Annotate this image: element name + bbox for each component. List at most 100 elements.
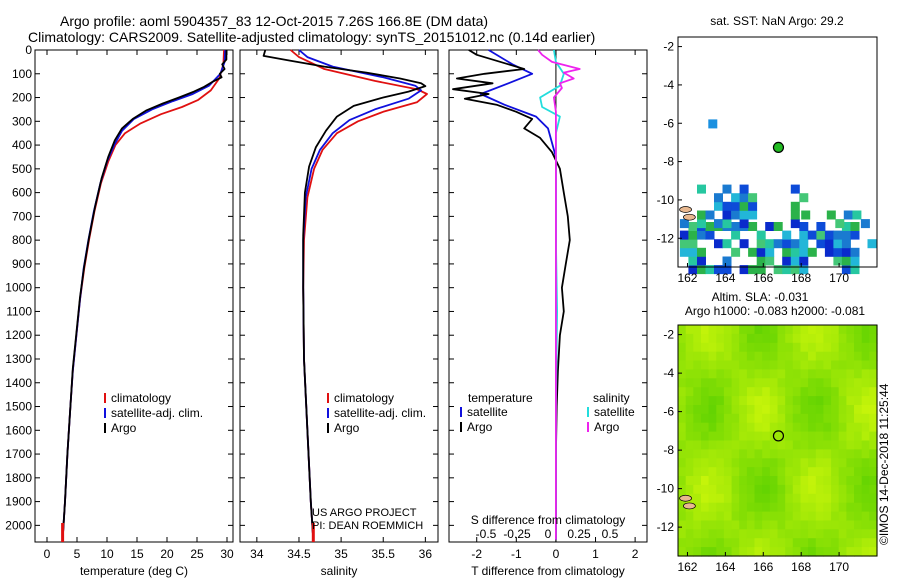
sla-map-cell — [739, 538, 748, 548]
sla-map-cell — [800, 369, 809, 379]
sla-map-cell — [762, 378, 771, 388]
sla-map-cell — [693, 467, 702, 477]
sla-map-cell — [838, 449, 847, 459]
sla-map-cell — [716, 378, 725, 388]
sst-map-cell — [739, 193, 749, 203]
sst-map-xtick-label: 170 — [829, 271, 849, 285]
depth-tick-label: 200 — [12, 91, 32, 105]
sla-map-cell — [754, 360, 763, 370]
sst-map-cell — [731, 201, 741, 211]
sla-map-cell — [731, 431, 740, 442]
sst-map-cell — [841, 230, 851, 240]
sla-map-cell — [854, 325, 863, 335]
sla-map-cell — [800, 413, 809, 424]
sst-map-cell — [697, 256, 706, 266]
sla-map-xtick-label: 162 — [677, 560, 697, 574]
sst-map-cell — [799, 222, 809, 231]
sla-map-cell — [701, 529, 710, 539]
sla-map-cell — [815, 405, 825, 415]
sla-map-cell — [754, 547, 763, 557]
sst-map-cell — [748, 247, 758, 257]
sla-map-cell — [769, 458, 779, 468]
sla-map-cell — [723, 484, 733, 495]
sla-map-cell — [792, 387, 802, 397]
sla-map-cell — [754, 458, 763, 468]
sla-map-cell — [708, 369, 717, 379]
sla-map-cell — [723, 431, 733, 442]
sla-map-cell — [792, 342, 802, 353]
sla-map-cell — [731, 493, 740, 504]
sla-map-cell — [808, 431, 817, 442]
series-line-climatology — [290, 49, 428, 540]
sla-map-cell — [792, 476, 802, 486]
sla-map-cell — [846, 493, 855, 504]
sla-map-cell — [723, 520, 733, 530]
sla-map-cell — [762, 449, 771, 459]
sla-map-cell — [693, 422, 702, 433]
sla-map-cell — [854, 458, 863, 468]
sla-map-cell — [746, 458, 756, 468]
sst-map-cell — [697, 184, 706, 194]
temperature-legend-label: climatology — [111, 391, 171, 405]
sla-map-cell — [861, 369, 870, 379]
sla-map-cell — [846, 413, 855, 424]
sla-map-cell — [708, 325, 717, 335]
sst-map-cell — [867, 239, 877, 249]
sla-map-cell — [831, 538, 840, 548]
project-annotation: PI: DEAN ROEMMICH — [312, 520, 423, 532]
sla-map-cell — [678, 440, 687, 450]
sla-map-cell — [854, 422, 863, 433]
temperature-profile-xtick-label: 0 — [44, 547, 51, 561]
sla-map-cell — [678, 405, 687, 415]
sla-map-cell — [846, 369, 855, 379]
sla-map-cell — [838, 440, 847, 450]
sla-map-cell — [815, 502, 825, 513]
sla-map-cell — [815, 431, 825, 442]
sla-map-cell — [869, 484, 878, 495]
sla-map-cell — [831, 413, 840, 424]
sla-map-cell — [823, 413, 832, 424]
sla-map-cell — [739, 458, 748, 468]
sla-map-cell — [701, 458, 710, 468]
sla-map-cell — [716, 342, 725, 353]
sla-map-cell — [693, 378, 702, 388]
sla-map-cell — [685, 333, 694, 344]
sst-map-cell — [790, 256, 800, 266]
sla-map-cell — [685, 547, 694, 557]
sla-map-cell — [739, 431, 748, 442]
sla-map-cell — [708, 396, 717, 406]
sla-map-cell — [754, 413, 763, 424]
sla-map-cell — [708, 431, 717, 442]
sla-map-cell — [723, 529, 733, 539]
sla-map-cell — [739, 378, 748, 388]
sla-map-cell — [685, 449, 694, 459]
sla-map-cell — [762, 333, 771, 344]
sla-map-cell — [746, 440, 756, 450]
sst-map-cell — [852, 210, 862, 220]
sla-map-cell — [723, 405, 733, 415]
sla-map-cell — [861, 325, 870, 335]
sla-map-cell — [678, 511, 687, 522]
sla-map-cell — [723, 458, 733, 468]
sst-map-xtick-label: 168 — [791, 271, 811, 285]
sst-map-cell — [841, 222, 851, 231]
sla-map-cell — [701, 547, 710, 557]
sst-map-cell — [739, 201, 749, 211]
sla-map-cell — [869, 529, 878, 539]
depth-tick-label: 900 — [12, 257, 32, 271]
sst-map-cell — [688, 239, 698, 249]
sla-map-cell — [701, 405, 710, 415]
sla-map-cell — [808, 342, 817, 353]
difference-profile-xlabel: T difference from climatology — [471, 564, 625, 578]
difference-profile-xtick-label: 2 — [632, 547, 639, 561]
difference-profile-xtick-label: 1 — [592, 547, 599, 561]
sla-map-cell — [739, 520, 748, 530]
sst-map-cell — [756, 247, 766, 257]
sla-map-cell — [800, 422, 809, 433]
sla-map-cell — [800, 325, 809, 335]
sla-map-cell — [823, 369, 832, 379]
sla-map-cell — [808, 387, 817, 397]
sla-map-cell — [831, 405, 840, 415]
sla-map-cell — [846, 378, 855, 388]
sla-map-cell — [785, 325, 794, 335]
